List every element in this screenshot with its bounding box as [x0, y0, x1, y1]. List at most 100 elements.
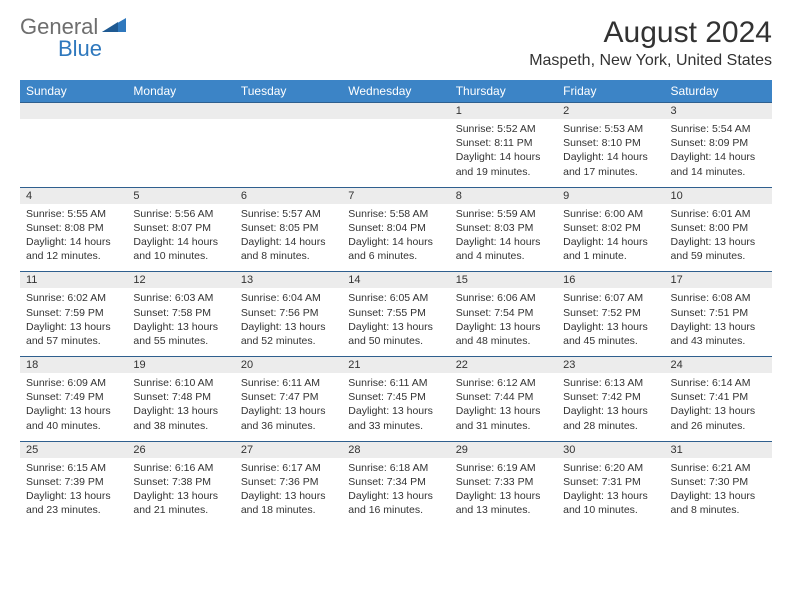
day-number: 23 — [557, 357, 664, 373]
day-number: 15 — [450, 272, 557, 288]
day-number-cell: 6 — [235, 187, 342, 204]
day-content-cell: Sunrise: 6:11 AMSunset: 7:47 PMDaylight:… — [235, 373, 342, 441]
week-content-row: Sunrise: 5:52 AMSunset: 8:11 PMDaylight:… — [20, 119, 772, 187]
day-number: 31 — [665, 442, 772, 458]
day-number-cell — [20, 103, 127, 120]
day-number: 14 — [342, 272, 449, 288]
day-header: Monday — [127, 80, 234, 103]
day-number: 25 — [20, 442, 127, 458]
day-number-cell: 22 — [450, 357, 557, 374]
day-details: Sunrise: 6:17 AMSunset: 7:36 PMDaylight:… — [235, 458, 342, 526]
week-content-row: Sunrise: 6:15 AMSunset: 7:39 PMDaylight:… — [20, 458, 772, 526]
day-number-cell: 25 — [20, 441, 127, 458]
day-number: 20 — [235, 357, 342, 373]
day-number-cell: 26 — [127, 441, 234, 458]
day-details: Sunrise: 6:07 AMSunset: 7:52 PMDaylight:… — [557, 288, 664, 356]
calendar-table: SundayMondayTuesdayWednesdayThursdayFrid… — [20, 80, 772, 525]
day-details: Sunrise: 5:52 AMSunset: 8:11 PMDaylight:… — [450, 119, 557, 187]
day-details: Sunrise: 6:16 AMSunset: 7:38 PMDaylight:… — [127, 458, 234, 526]
day-number-cell: 27 — [235, 441, 342, 458]
day-details: Sunrise: 6:08 AMSunset: 7:51 PMDaylight:… — [665, 288, 772, 356]
day-content-cell: Sunrise: 6:13 AMSunset: 7:42 PMDaylight:… — [557, 373, 664, 441]
day-content-cell: Sunrise: 6:00 AMSunset: 8:02 PMDaylight:… — [557, 204, 664, 272]
day-content-cell: Sunrise: 5:54 AMSunset: 8:09 PMDaylight:… — [665, 119, 772, 187]
day-details: Sunrise: 6:15 AMSunset: 7:39 PMDaylight:… — [20, 458, 127, 526]
day-details: Sunrise: 6:21 AMSunset: 7:30 PMDaylight:… — [665, 458, 772, 526]
day-content-cell — [342, 119, 449, 187]
day-content-cell: Sunrise: 6:15 AMSunset: 7:39 PMDaylight:… — [20, 458, 127, 526]
day-number: 30 — [557, 442, 664, 458]
day-content-cell: Sunrise: 5:55 AMSunset: 8:08 PMDaylight:… — [20, 204, 127, 272]
day-header: Wednesday — [342, 80, 449, 103]
week-number-row: 25262728293031 — [20, 441, 772, 458]
day-number-cell: 4 — [20, 187, 127, 204]
day-content-cell: Sunrise: 6:07 AMSunset: 7:52 PMDaylight:… — [557, 288, 664, 356]
day-content-cell: Sunrise: 6:14 AMSunset: 7:41 PMDaylight:… — [665, 373, 772, 441]
day-number-cell: 17 — [665, 272, 772, 289]
day-content-cell: Sunrise: 6:05 AMSunset: 7:55 PMDaylight:… — [342, 288, 449, 356]
day-number-cell: 11 — [20, 272, 127, 289]
day-number: 19 — [127, 357, 234, 373]
logo: GeneralBlue — [20, 16, 124, 60]
day-details: Sunrise: 6:19 AMSunset: 7:33 PMDaylight:… — [450, 458, 557, 526]
day-content-cell: Sunrise: 5:58 AMSunset: 8:04 PMDaylight:… — [342, 204, 449, 272]
day-number-cell: 1 — [450, 103, 557, 120]
day-details: Sunrise: 6:02 AMSunset: 7:59 PMDaylight:… — [20, 288, 127, 356]
day-number-cell: 31 — [665, 441, 772, 458]
day-header: Saturday — [665, 80, 772, 103]
day-number: 9 — [557, 188, 664, 204]
day-details: Sunrise: 5:59 AMSunset: 8:03 PMDaylight:… — [450, 204, 557, 272]
day-number-cell — [127, 103, 234, 120]
day-details: Sunrise: 5:58 AMSunset: 8:04 PMDaylight:… — [342, 204, 449, 272]
day-number: 1 — [450, 103, 557, 119]
day-number: 18 — [20, 357, 127, 373]
day-details: Sunrise: 5:56 AMSunset: 8:07 PMDaylight:… — [127, 204, 234, 272]
day-content-cell: Sunrise: 6:12 AMSunset: 7:44 PMDaylight:… — [450, 373, 557, 441]
day-number: 6 — [235, 188, 342, 204]
day-number-cell: 7 — [342, 187, 449, 204]
week-number-row: 123 — [20, 103, 772, 120]
day-content-cell: Sunrise: 6:08 AMSunset: 7:51 PMDaylight:… — [665, 288, 772, 356]
week-number-row: 18192021222324 — [20, 357, 772, 374]
day-number-cell: 18 — [20, 357, 127, 374]
day-number: 27 — [235, 442, 342, 458]
day-content-cell: Sunrise: 6:20 AMSunset: 7:31 PMDaylight:… — [557, 458, 664, 526]
day-details: Sunrise: 5:57 AMSunset: 8:05 PMDaylight:… — [235, 204, 342, 272]
location-text: Maspeth, New York, United States — [529, 52, 772, 70]
day-number: 17 — [665, 272, 772, 288]
calendar-page: GeneralBlue August 2024 Maspeth, New Yor… — [0, 0, 792, 541]
day-number-cell — [235, 103, 342, 120]
day-details: Sunrise: 6:01 AMSunset: 8:00 PMDaylight:… — [665, 204, 772, 272]
month-title: August 2024 — [529, 16, 772, 50]
day-content-cell — [127, 119, 234, 187]
day-number-cell: 9 — [557, 187, 664, 204]
day-number: 29 — [450, 442, 557, 458]
day-number: 11 — [20, 272, 127, 288]
day-details: Sunrise: 6:11 AMSunset: 7:45 PMDaylight:… — [342, 373, 449, 441]
day-number-cell: 19 — [127, 357, 234, 374]
day-details: Sunrise: 6:00 AMSunset: 8:02 PMDaylight:… — [557, 204, 664, 272]
day-number: 26 — [127, 442, 234, 458]
day-number: 4 — [20, 188, 127, 204]
week-content-row: Sunrise: 5:55 AMSunset: 8:08 PMDaylight:… — [20, 204, 772, 272]
day-details: Sunrise: 6:09 AMSunset: 7:49 PMDaylight:… — [20, 373, 127, 441]
day-content-cell: Sunrise: 5:59 AMSunset: 8:03 PMDaylight:… — [450, 204, 557, 272]
day-number: 24 — [665, 357, 772, 373]
day-number: 12 — [127, 272, 234, 288]
day-number-cell: 23 — [557, 357, 664, 374]
day-header: Tuesday — [235, 80, 342, 103]
day-details: Sunrise: 6:14 AMSunset: 7:41 PMDaylight:… — [665, 373, 772, 441]
day-header: Thursday — [450, 80, 557, 103]
calendar-head: SundayMondayTuesdayWednesdayThursdayFrid… — [20, 80, 772, 103]
day-number-cell: 10 — [665, 187, 772, 204]
day-content-cell: Sunrise: 6:16 AMSunset: 7:38 PMDaylight:… — [127, 458, 234, 526]
day-number-cell: 30 — [557, 441, 664, 458]
header: GeneralBlue August 2024 Maspeth, New Yor… — [20, 16, 772, 70]
day-number-cell: 12 — [127, 272, 234, 289]
day-details: Sunrise: 6:06 AMSunset: 7:54 PMDaylight:… — [450, 288, 557, 356]
day-content-cell: Sunrise: 5:56 AMSunset: 8:07 PMDaylight:… — [127, 204, 234, 272]
day-details: Sunrise: 6:12 AMSunset: 7:44 PMDaylight:… — [450, 373, 557, 441]
logo-text-blue: Blue — [58, 36, 102, 61]
day-details: Sunrise: 6:13 AMSunset: 7:42 PMDaylight:… — [557, 373, 664, 441]
day-number: 7 — [342, 188, 449, 204]
